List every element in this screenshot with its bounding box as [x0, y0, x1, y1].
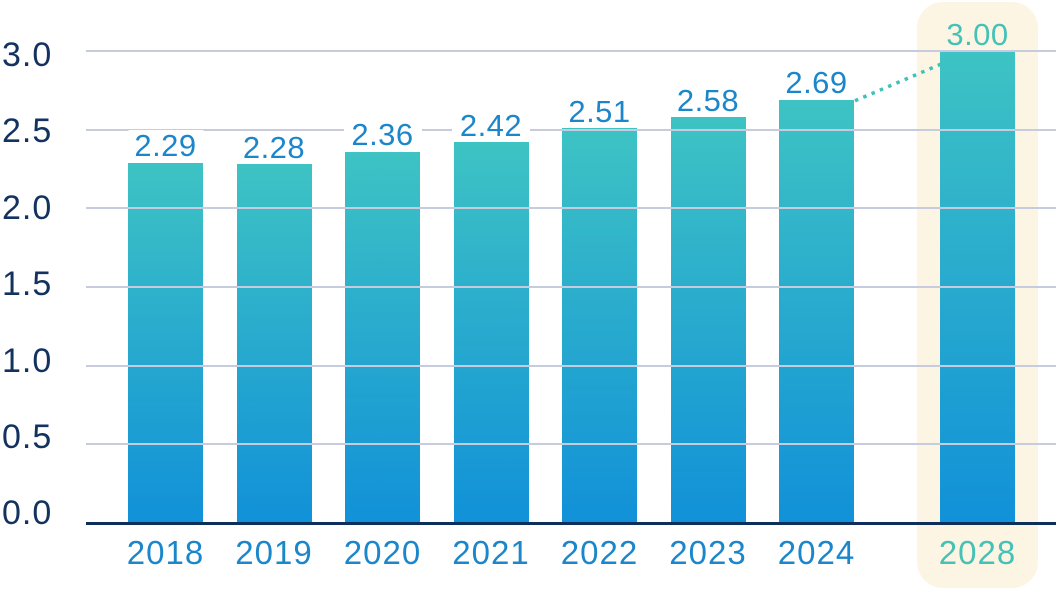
gridline-2.0	[86, 207, 1056, 210]
value-label-2019: 2.28	[235, 130, 313, 165]
gridline-2.5	[86, 128, 1056, 131]
value-label-2024: 2.69	[785, 65, 848, 101]
x-tick-label-2018: 2018	[126, 534, 205, 571]
value-label-2018: 2.29	[126, 128, 205, 163]
value-label-2020: 2.36	[343, 117, 422, 152]
x-tick-label-2021: 2021	[452, 534, 530, 571]
bar-2023	[670, 117, 746, 523]
x-tick-label-2019: 2019	[235, 534, 313, 571]
x-tick-label-2022: 2022	[560, 534, 639, 571]
y-tick-label-2.5: 2.5	[2, 112, 53, 151]
bar-2021	[453, 142, 529, 523]
value-label-2022: 2.51	[560, 94, 639, 129]
x-tick-label-2028: 2028	[938, 534, 1017, 571]
value-label-2023: 2.58	[676, 82, 740, 118]
y-tick-label-1.5: 1.5	[2, 265, 53, 304]
x-tick-label-2024: 2024	[777, 534, 856, 571]
gridline-3.0	[86, 50, 1056, 52]
y-tick-label-2.0: 2.0	[2, 188, 53, 227]
value-label-2021: 2.42	[452, 108, 530, 143]
x-tick-label-2020: 2020	[343, 534, 422, 571]
gridline-1.0	[86, 364, 1056, 367]
gridline-1.5	[86, 286, 1056, 288]
y-tick-label-1.0: 1.0	[2, 341, 53, 380]
y-tick-label-0.5: 0.5	[2, 418, 53, 456]
value-label-2028: 3.00	[946, 16, 1009, 52]
bar-2020	[345, 151, 420, 523]
y-tick-label-0.0: 0.0	[2, 494, 53, 533]
x-axis-baseline	[86, 522, 1056, 525]
bar-2022	[562, 128, 637, 523]
gridline-0.5	[86, 443, 1056, 446]
bar-2024	[779, 99, 854, 523]
x-tick-label-2023: 2023	[669, 534, 747, 571]
y-tick-label-3.0: 3.0	[2, 36, 53, 74]
bar-2019	[236, 164, 312, 523]
bar-2018	[128, 162, 203, 523]
